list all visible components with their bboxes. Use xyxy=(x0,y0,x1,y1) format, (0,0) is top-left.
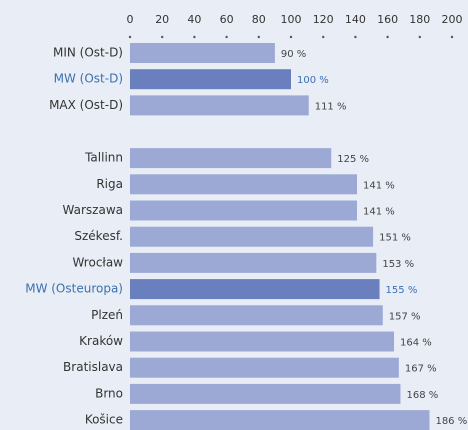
bar xyxy=(130,148,332,169)
value-label: 157 % xyxy=(389,311,421,322)
value-label: 186 % xyxy=(435,416,467,427)
x-tick-label: 80 xyxy=(252,13,266,26)
category-label: Székesf. xyxy=(74,229,123,243)
bar xyxy=(130,383,401,404)
bar xyxy=(130,331,395,352)
value-label: 151 % xyxy=(379,233,411,244)
bar xyxy=(130,305,383,326)
tick-mark xyxy=(354,35,357,39)
tick-mark xyxy=(386,35,389,39)
category-label: MW (Osteuropa) xyxy=(25,282,123,296)
category-label: MW (Ost-D) xyxy=(54,72,123,86)
bar xyxy=(130,43,275,63)
value-label: 100 % xyxy=(297,75,329,86)
category-label: Kraków xyxy=(79,334,123,348)
category-label: Wrocław xyxy=(72,255,123,269)
bar xyxy=(130,95,309,116)
x-tick-label: 180 xyxy=(409,13,430,26)
bar xyxy=(130,200,358,221)
category-label: Tallinn xyxy=(84,151,123,165)
value-label: 164 % xyxy=(400,338,432,349)
tick-mark xyxy=(257,35,260,39)
x-tick-label: 100 xyxy=(281,13,302,26)
category-label: MAX (Ost-D) xyxy=(49,98,123,112)
x-tick-label: 160 xyxy=(377,13,398,26)
category-label: Bratislava xyxy=(63,360,123,374)
category-label: Košice xyxy=(85,413,123,427)
x-tick-label: 200 xyxy=(442,13,463,26)
x-tick-label: 140 xyxy=(345,13,366,26)
tick-mark xyxy=(450,35,454,39)
value-label: 141 % xyxy=(363,180,395,191)
tick-mark xyxy=(225,35,228,39)
value-label: 125 % xyxy=(337,154,369,165)
x-tick-label: 20 xyxy=(155,13,169,26)
tick-mark xyxy=(289,35,293,39)
bar xyxy=(130,252,377,273)
category-label: Plzeń xyxy=(91,308,123,322)
category-label: Riga xyxy=(96,177,123,191)
bar xyxy=(130,226,374,247)
x-tick-label: 40 xyxy=(187,13,201,26)
tick-mark xyxy=(418,35,421,39)
value-label: 168 % xyxy=(406,390,438,401)
bar xyxy=(130,357,399,378)
tick-mark xyxy=(161,35,164,39)
category-label: MIN (Ost-D) xyxy=(53,46,123,60)
tick-mark xyxy=(128,35,132,39)
tick-mark xyxy=(193,35,196,39)
x-tick-label: 120 xyxy=(313,13,334,26)
value-label: 153 % xyxy=(382,259,414,270)
bar xyxy=(130,69,291,90)
x-tick-label: 60 xyxy=(220,13,234,26)
tick-mark xyxy=(322,35,325,39)
bar xyxy=(130,279,380,300)
bar xyxy=(130,410,430,430)
value-label: 155 % xyxy=(386,285,418,296)
value-label: 90 % xyxy=(281,49,306,60)
bar xyxy=(130,174,358,195)
value-label: 141 % xyxy=(363,207,395,218)
value-label: 111 % xyxy=(315,101,347,112)
category-label: Warszawa xyxy=(63,203,123,217)
category-label: Brno xyxy=(95,386,123,400)
value-label: 167 % xyxy=(405,364,437,375)
x-tick-label: 0 xyxy=(127,13,134,26)
